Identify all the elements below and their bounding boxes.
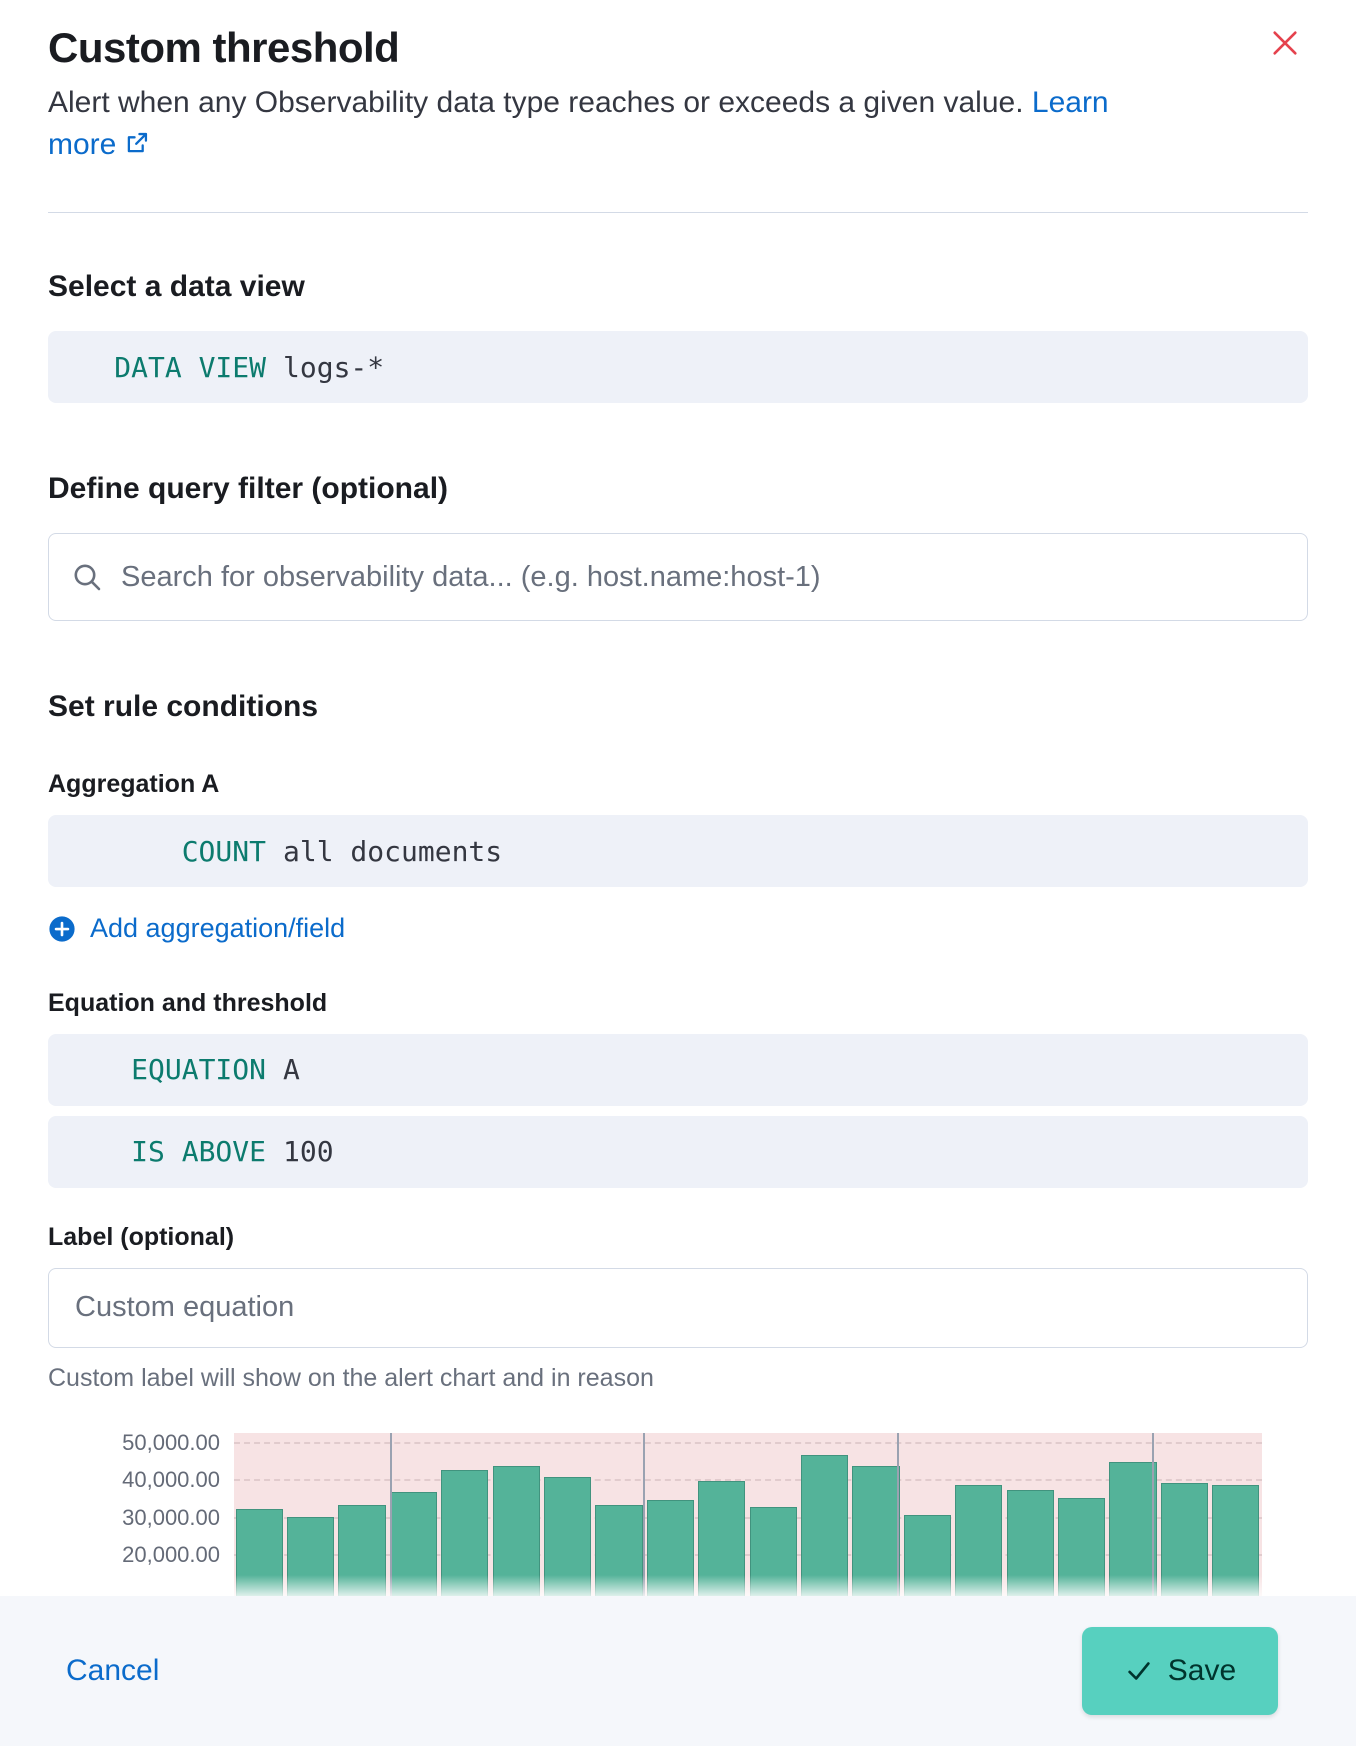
footer-bar: Cancel Save <box>0 1596 1356 1746</box>
custom-label-input[interactable] <box>48 1267 1308 1348</box>
save-button[interactable]: Save <box>1082 1627 1278 1715</box>
equation-expression-value: A <box>283 1053 300 1086</box>
add-aggregation-label: Add aggregation/field <box>90 913 346 943</box>
save-button-label: Save <box>1167 1654 1237 1687</box>
heading-rule-conditions: Set rule conditions <box>48 690 319 723</box>
equation-expression-label: EQUATION <box>131 1053 266 1086</box>
modal-description: Alert when any Observability data type r… <box>48 82 1183 166</box>
query-filter-search-box <box>48 533 1308 621</box>
data-view-expression-value: logs-* <box>283 350 385 384</box>
divider <box>48 212 1308 213</box>
y-axis-tick-label: 20,000.00 <box>122 1541 220 1567</box>
cancel-button[interactable]: Cancel <box>60 1653 165 1689</box>
vertical-gridline <box>897 1432 900 1601</box>
custom-label-help: Custom label will show on the alert char… <box>48 1363 654 1392</box>
aggregation-expression-label: COUNT <box>181 834 266 868</box>
chart-y-axis: 50,000.00 40,000.00 30,000.00 20,000.00 <box>48 1429 234 1601</box>
aggregation-a-label: Aggregation A <box>48 770 220 798</box>
description-text: Alert when any Observability data type r… <box>48 86 1024 119</box>
horizontal-gridline <box>234 1441 1262 1444</box>
data-view-expression[interactable]: DATA VIEW logs-* <box>48 331 1308 403</box>
threshold-expression[interactable]: IS ABOVE 100 <box>48 1115 1308 1188</box>
close-button[interactable] <box>1264 22 1306 64</box>
horizontal-gridline <box>234 1553 1262 1556</box>
vertical-gridline <box>390 1432 393 1601</box>
chart-plot-area <box>234 1432 1262 1601</box>
vertical-gridline <box>643 1432 646 1601</box>
equation-expression[interactable]: EQUATION A <box>48 1033 1308 1106</box>
y-axis-tick-label: 40,000.00 <box>122 1467 220 1493</box>
add-aggregation-button[interactable]: Add aggregation/field <box>48 913 345 944</box>
custom-threshold-flyout: Custom threshold Alert when any Observab… <box>48 22 1308 1601</box>
preview-chart: 50,000.00 40,000.00 30,000.00 20,000.00 <box>48 1429 1308 1601</box>
search-input[interactable] <box>119 559 1285 595</box>
data-view-expression-label: DATA VIEW <box>114 350 266 384</box>
check-icon <box>1128 1662 1150 1680</box>
equation-threshold-label: Equation and threshold <box>48 988 328 1017</box>
label-optional-label: Label (optional) <box>48 1222 235 1251</box>
heading-query-filter: Define query filter (optional) <box>48 472 449 505</box>
horizontal-gridline <box>234 1479 1262 1482</box>
search-icon <box>74 564 101 591</box>
horizontal-gridline <box>234 1516 1262 1519</box>
heading-select-data-view: Select a data view <box>48 270 305 303</box>
aggregation-expression[interactable]: COUNT all documents <box>48 815 1308 887</box>
plus-circle-icon <box>49 915 75 942</box>
page-title: Custom threshold <box>48 24 400 71</box>
y-axis-tick-label: 50,000.00 <box>122 1429 220 1455</box>
close-icon <box>1273 31 1297 55</box>
aggregation-expression-value: all documents <box>283 834 503 868</box>
external-link-icon <box>128 132 148 153</box>
y-axis-tick-label: 30,000.00 <box>122 1504 220 1530</box>
vertical-gridline <box>1152 1432 1154 1601</box>
learn-more-link[interactable]: Learn more <box>48 86 1109 161</box>
threshold-expression-label: IS ABOVE <box>131 1135 266 1168</box>
threshold-expression-value: 100 <box>283 1135 334 1168</box>
